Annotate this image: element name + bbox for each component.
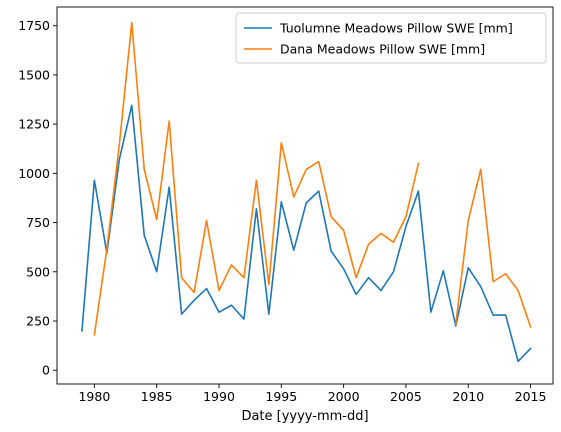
series-line-1 (81, 104, 532, 363)
x-tick-label: 2015 (515, 389, 547, 404)
y-tick-label: 1750 (18, 18, 50, 33)
y-tick-label: 1500 (18, 67, 50, 82)
legend-label-2: Dana Meadows Pillow SWE [mm] (280, 42, 485, 57)
y-tick-label: 250 (26, 314, 50, 329)
x-axis-ticks: 1980 1985 1990 1995 2000 2005 2010 2015 (78, 384, 546, 404)
series-line-2-segment-2 (454, 168, 532, 328)
y-tick-label: 1000 (18, 166, 50, 181)
y-tick-label: 1250 (18, 117, 50, 132)
legend-label-1: Tuolumne Meadows Pillow SWE [mm] (279, 21, 513, 36)
x-tick-label: 2005 (390, 389, 422, 404)
series-line-2-segment-1 (93, 21, 420, 336)
x-tick-label: 1980 (78, 389, 110, 404)
x-tick-label: 1985 (141, 389, 173, 404)
x-tick-label: 2000 (328, 389, 360, 404)
x-axis-title: Date [yyyy-mm-dd] (241, 409, 368, 424)
x-tick-label: 2010 (452, 389, 484, 404)
plot-lines (81, 21, 532, 363)
legend-box (235, 12, 547, 64)
y-tick-label: 0 (42, 363, 50, 378)
y-tick-label: 750 (26, 215, 50, 230)
x-tick-label: 1995 (265, 389, 297, 404)
y-axis-ticks: 0 250 500 750 1000 1250 1500 1750 (18, 18, 57, 378)
plot-frame (56, 6, 554, 385)
legend: Tuolumne Meadows Pillow SWE [mm] Dana Mea… (235, 12, 547, 64)
x-tick-label: 1990 (203, 389, 235, 404)
y-tick-label: 500 (26, 264, 50, 279)
